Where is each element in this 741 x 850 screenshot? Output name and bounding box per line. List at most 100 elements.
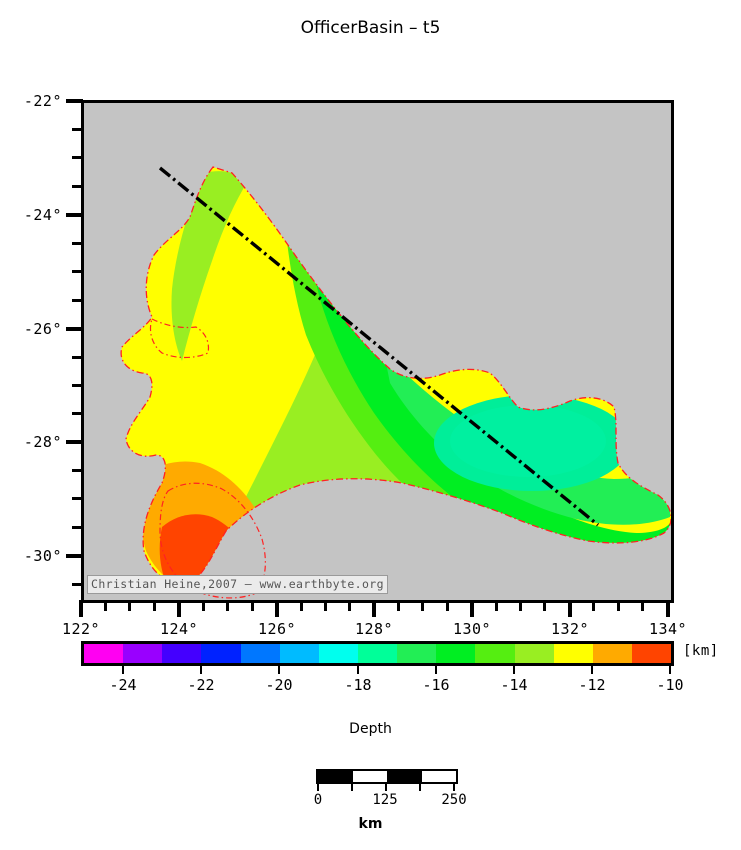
x-axis-label: 124° [159,620,199,638]
colorbar-tick [591,665,593,674]
scale-bar-tick [385,784,387,791]
colorbar-tick [122,665,124,674]
y-major-tick [66,554,83,558]
x-axis-label: 132° [550,620,590,638]
colorbar-swatch [123,644,163,663]
x-major-tick [177,600,181,617]
colorbar-tick [357,665,359,674]
scale-bar-segment [387,771,422,782]
scale-bar-segment [352,771,387,782]
colorbar-tick-label: -14 [500,676,528,694]
colorbar-swatch [475,644,515,663]
y-major-tick [66,213,83,217]
band-se-shallow-yellow [504,559,614,585]
y-minor-tick [72,242,83,245]
colorbar-tick-label: -12 [578,676,606,694]
y-major-tick [66,99,83,103]
scale-bar-tick [351,784,353,791]
colorbar-tick-label: -16 [422,676,450,694]
colorbar-swatch [436,644,476,663]
x-minor-tick [592,600,595,611]
x-minor-tick [495,600,498,611]
colorbar-tick-label: -20 [265,676,293,694]
colorbar-tick [669,665,671,674]
y-axis-label: -26° [23,320,62,338]
y-axis-label: -22° [23,92,62,110]
scale-bar-label: 0 [313,792,323,808]
y-minor-tick [72,497,83,500]
colorbar-swatch [84,644,124,663]
y-minor-tick [72,270,83,273]
profile-cross-section-line [158,166,600,527]
depth-bands [121,167,671,585]
colorbar-tick-label: -22 [187,676,215,694]
colorbar-tick [278,665,280,674]
credit-text: Christian Heine,2007 – www.earthbyte.org [87,575,388,594]
basin-depth-field [120,166,671,599]
x-minor-tick [617,600,620,611]
x-minor-tick [226,600,229,611]
band-east-tip [640,363,670,405]
y-major-tick [66,440,83,444]
x-minor-tick [348,600,351,611]
y-axis-label: -28° [23,433,62,451]
colorbar-swatch [201,644,241,663]
colorbar-swatch [631,644,672,663]
band-deepest-core [450,405,606,477]
x-minor-tick [104,600,107,611]
colorbar-tick [435,665,437,674]
colorbar-tick [513,665,515,674]
colorbar-swatch [397,644,437,663]
scale-bar-tick [453,784,455,791]
y-minor-tick [72,384,83,387]
basin-outline-west-bay-1 [149,318,210,359]
x-axis-label: 126° [257,620,297,638]
x-minor-tick [300,600,303,611]
x-minor-tick [641,600,644,611]
x-minor-tick [446,600,449,611]
y-minor-tick [72,583,83,586]
x-major-tick [275,600,279,617]
colorbar[interactable] [81,641,674,666]
colorbar-tick-label: -18 [344,676,372,694]
x-minor-tick [153,600,156,611]
x-axis-label: 122° [61,620,101,638]
x-minor-tick [421,600,424,611]
y-minor-tick [72,185,83,188]
x-major-tick [470,600,474,617]
band-nw-fringe [171,171,248,361]
y-minor-tick [72,469,83,472]
x-major-tick [372,600,376,617]
colorbar-swatch [592,644,632,663]
map-plot-frame[interactable]: Christian Heine,2007 – www.earthbyte.org [81,100,674,603]
x-axis-label: 130° [452,620,492,638]
x-minor-tick [543,600,546,611]
y-minor-tick [72,412,83,415]
y-minor-tick [72,156,83,159]
y-minor-tick [72,299,83,302]
y-axis-label: -24° [23,206,62,224]
colorbar-unit-label: [km] [683,643,719,659]
colorbar-title: Depth [349,721,392,737]
scale-bar-label: 250 [441,792,467,808]
colorbar-swatch [553,644,593,663]
y-axis-label: -30° [23,547,62,565]
y-minor-tick [72,356,83,359]
colorbar-swatch [162,644,202,663]
map-canvas[interactable]: Christian Heine,2007 – www.earthbyte.org [84,103,671,600]
colorbar-tick-label: -24 [109,676,137,694]
x-minor-tick [324,600,327,611]
colorbar-swatch [240,644,280,663]
x-major-tick [666,600,670,617]
scale-bar-segment [318,771,353,782]
x-major-tick [568,600,572,617]
colorbar-tick [200,665,202,674]
scale-bar-label: 125 [372,792,398,808]
colorbar-swatch [514,644,554,663]
x-minor-tick [128,600,131,611]
x-major-tick [79,600,83,617]
scale-bar [316,769,458,784]
y-minor-tick [72,526,83,529]
y-major-tick [66,327,83,331]
